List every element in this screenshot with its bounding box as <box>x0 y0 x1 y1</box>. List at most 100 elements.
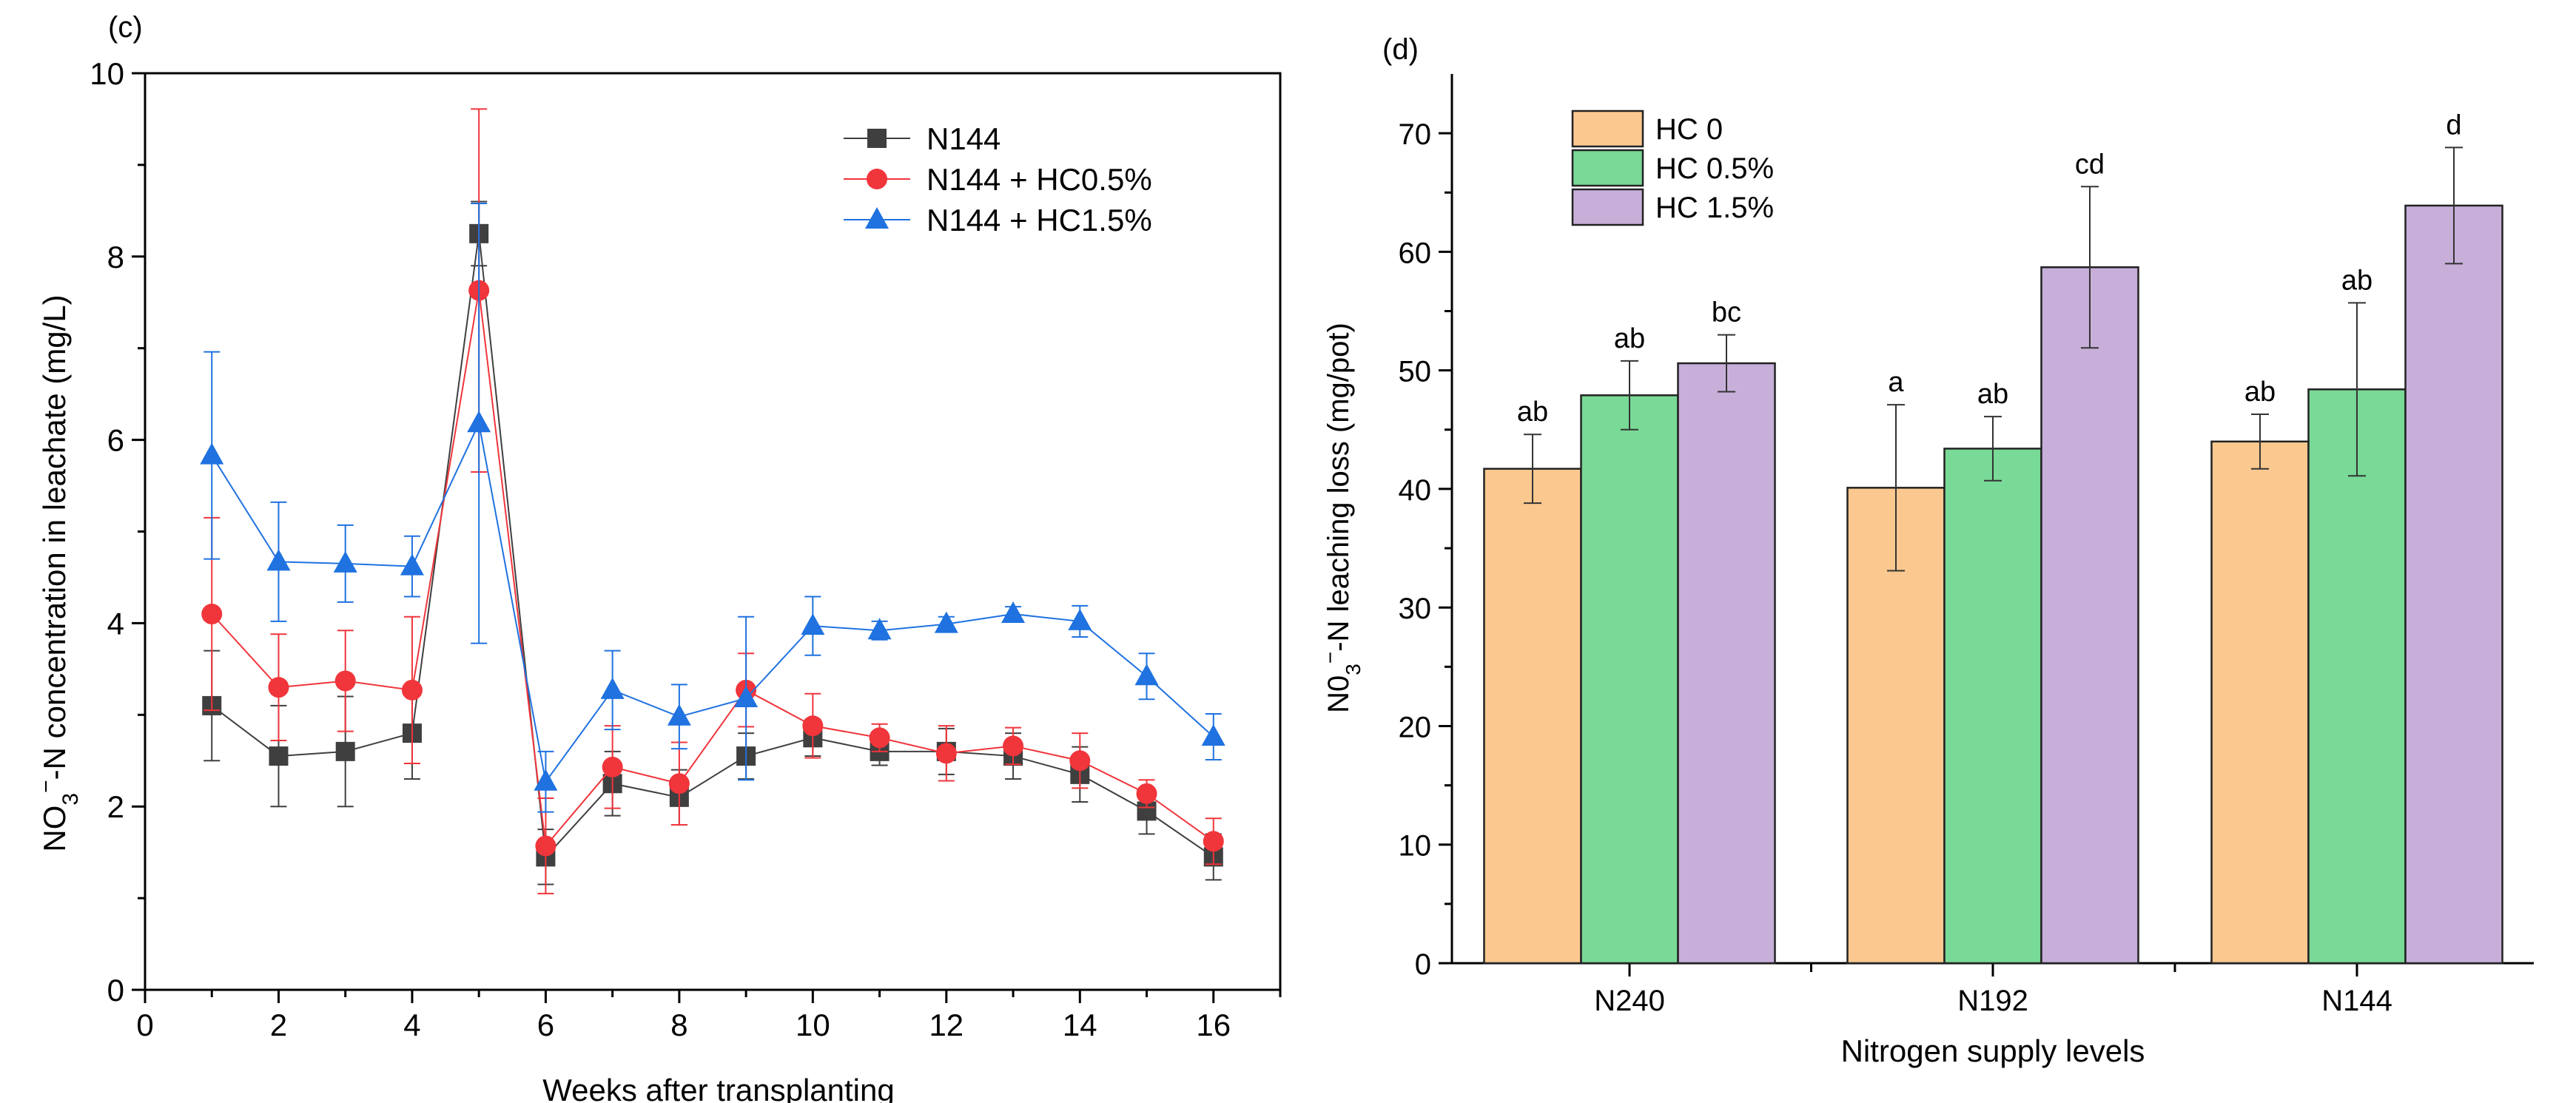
y-tick-label-c: 8 <box>107 240 124 274</box>
data-point <box>935 743 957 764</box>
series-line <box>211 233 1214 859</box>
data-point <box>1136 783 1157 804</box>
line-chart-series <box>200 108 1225 894</box>
y-tick-label-d: 30 <box>1399 593 1432 625</box>
data-point <box>1134 664 1159 686</box>
line-chart-panel-c: (c) 0 2 4 6 8 10 12 14 16 0 2 4 6 8 10 N144 N144 + HC0.… <box>34 11 1282 1103</box>
data-point <box>1001 601 1026 624</box>
data-point <box>1201 724 1225 746</box>
y-axis-label-c: NO3−-N concentration in leachate (mg/L) <box>34 294 83 851</box>
y-tick-label-d: 50 <box>1399 356 1432 388</box>
y-tick-label-c: 4 <box>107 606 124 641</box>
data-point <box>333 550 357 573</box>
significance-letter: ab <box>1614 323 1645 354</box>
legend-label: HC 1.5% <box>1655 192 1774 224</box>
significance-letter: ab <box>2244 377 2276 408</box>
legend-marker <box>867 169 887 189</box>
x-tick-label-c: 8 <box>670 1008 687 1042</box>
y-axis-label-c-main: NO <box>37 806 72 852</box>
data-point <box>268 677 289 698</box>
significance-letter: bc <box>1712 297 1741 328</box>
x-tick-label-c: 0 <box>136 1008 153 1042</box>
series-3 <box>200 202 1225 813</box>
legend-label: N144 + HC1.5% <box>927 203 1152 237</box>
bar-chart-bars: ab a ab ab ab ab bc cd d <box>1483 109 2503 965</box>
y-axis-label-d-rest: -N leaching loss (mg/pot) <box>1322 323 1355 652</box>
data-point <box>334 670 356 692</box>
y-tick-label-d: 70 <box>1399 118 1432 151</box>
y-axis-label-d-sup: − <box>1319 652 1342 664</box>
data-point <box>600 677 625 699</box>
legend-swatch <box>1571 109 1644 148</box>
y-axis-label-c-rest: -N concentration in leachate (mg/L) <box>37 294 72 780</box>
y-axis-label-d: N03−-N leaching loss (mg/pot) <box>1319 323 1365 713</box>
y-axis-label-d-sub: 3 <box>1342 664 1365 675</box>
data-point <box>1069 750 1091 772</box>
y-axis-label-d-main: N0 <box>1322 675 1355 713</box>
data-point <box>734 685 759 707</box>
data-point <box>269 746 289 766</box>
bar <box>2210 440 2310 965</box>
bar <box>2404 204 2503 965</box>
data-point <box>667 704 691 726</box>
bar <box>1580 394 1679 965</box>
bar <box>1677 362 1776 965</box>
data-point <box>467 411 491 433</box>
legend-swatch <box>1571 188 1644 226</box>
series-1 <box>202 200 1223 886</box>
significance-letter: ab <box>1517 397 1548 428</box>
x-tick-label-d: N240 <box>1594 985 1665 1017</box>
y-axis-label-c-sub: 3 <box>58 793 83 806</box>
x-axis-label-d: Nitrogen supply levels <box>1841 1033 2145 1068</box>
y-tick-label-d: 10 <box>1399 830 1432 863</box>
series-line <box>211 290 1214 848</box>
bar-chart-legend: HC 0 HC 0.5% HC 1.5% <box>1571 109 1774 226</box>
series-line <box>211 421 1214 784</box>
x-tick-label-c: 4 <box>403 1008 420 1042</box>
data-point <box>401 679 423 701</box>
legend-label: HC 0 <box>1655 113 1723 146</box>
data-point <box>602 756 623 778</box>
panel-label-c: (c) <box>108 11 143 44</box>
y-tick-label-c: 6 <box>107 423 124 458</box>
bar <box>1943 448 2042 965</box>
y-axis-label-c-sup: − <box>34 780 58 793</box>
y-tick-label-d: 20 <box>1399 711 1432 743</box>
panel-label-d: (d) <box>1382 33 1419 66</box>
legend-label: N144 <box>927 121 1001 156</box>
data-point <box>1068 608 1092 630</box>
bar <box>1483 468 1582 965</box>
data-point <box>802 715 824 737</box>
significance-letter: ab <box>2341 265 2372 296</box>
legend-label: N144 + HC0.5% <box>927 162 1152 197</box>
data-point <box>867 618 892 640</box>
data-point <box>201 604 223 625</box>
y-tick-label-d: 0 <box>1415 948 1431 981</box>
legend-marker <box>867 129 887 148</box>
legend-swatch <box>1571 149 1644 187</box>
x-tick-label-c: 2 <box>270 1008 287 1042</box>
data-point <box>200 442 224 465</box>
x-tick-label-c: 10 <box>796 1008 830 1042</box>
x-axis-label-c: Weeks after transplanting <box>542 1073 894 1103</box>
x-tick-label-d: N192 <box>1957 985 2028 1017</box>
bar <box>2040 266 2139 965</box>
y-tick-label-c: 10 <box>90 56 124 91</box>
x-tick-label-c: 14 <box>1063 1008 1097 1042</box>
data-point <box>1003 735 1024 757</box>
y-tick-label-d: 40 <box>1399 474 1432 507</box>
data-point <box>335 741 355 761</box>
y-tick-label-c: 2 <box>107 789 124 824</box>
data-point <box>1203 831 1224 852</box>
x-tick-label-c: 12 <box>929 1008 964 1042</box>
significance-letter: ab <box>1977 379 2008 410</box>
data-point <box>801 613 825 635</box>
line-chart-axes: 0 2 4 6 8 10 12 14 16 0 2 4 6 8 10 <box>90 56 1282 1042</box>
data-point <box>869 727 890 749</box>
legend-label: HC 0.5% <box>1655 152 1774 185</box>
data-point <box>534 769 558 791</box>
x-tick-label-d: N144 <box>2321 985 2392 1017</box>
data-point <box>400 553 424 576</box>
